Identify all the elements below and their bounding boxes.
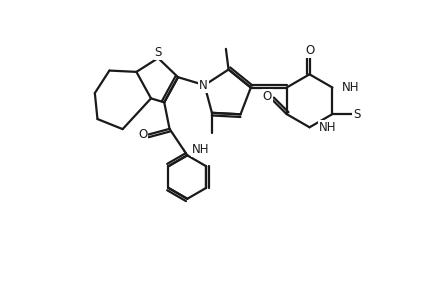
- Text: O: O: [305, 44, 314, 57]
- Text: NH: NH: [319, 121, 336, 134]
- Text: O: O: [138, 128, 147, 141]
- Text: N: N: [199, 79, 208, 92]
- Text: NH: NH: [192, 143, 209, 156]
- Text: O: O: [263, 90, 272, 103]
- Text: S: S: [154, 46, 162, 59]
- Text: NH: NH: [342, 81, 359, 94]
- Text: S: S: [354, 108, 361, 121]
